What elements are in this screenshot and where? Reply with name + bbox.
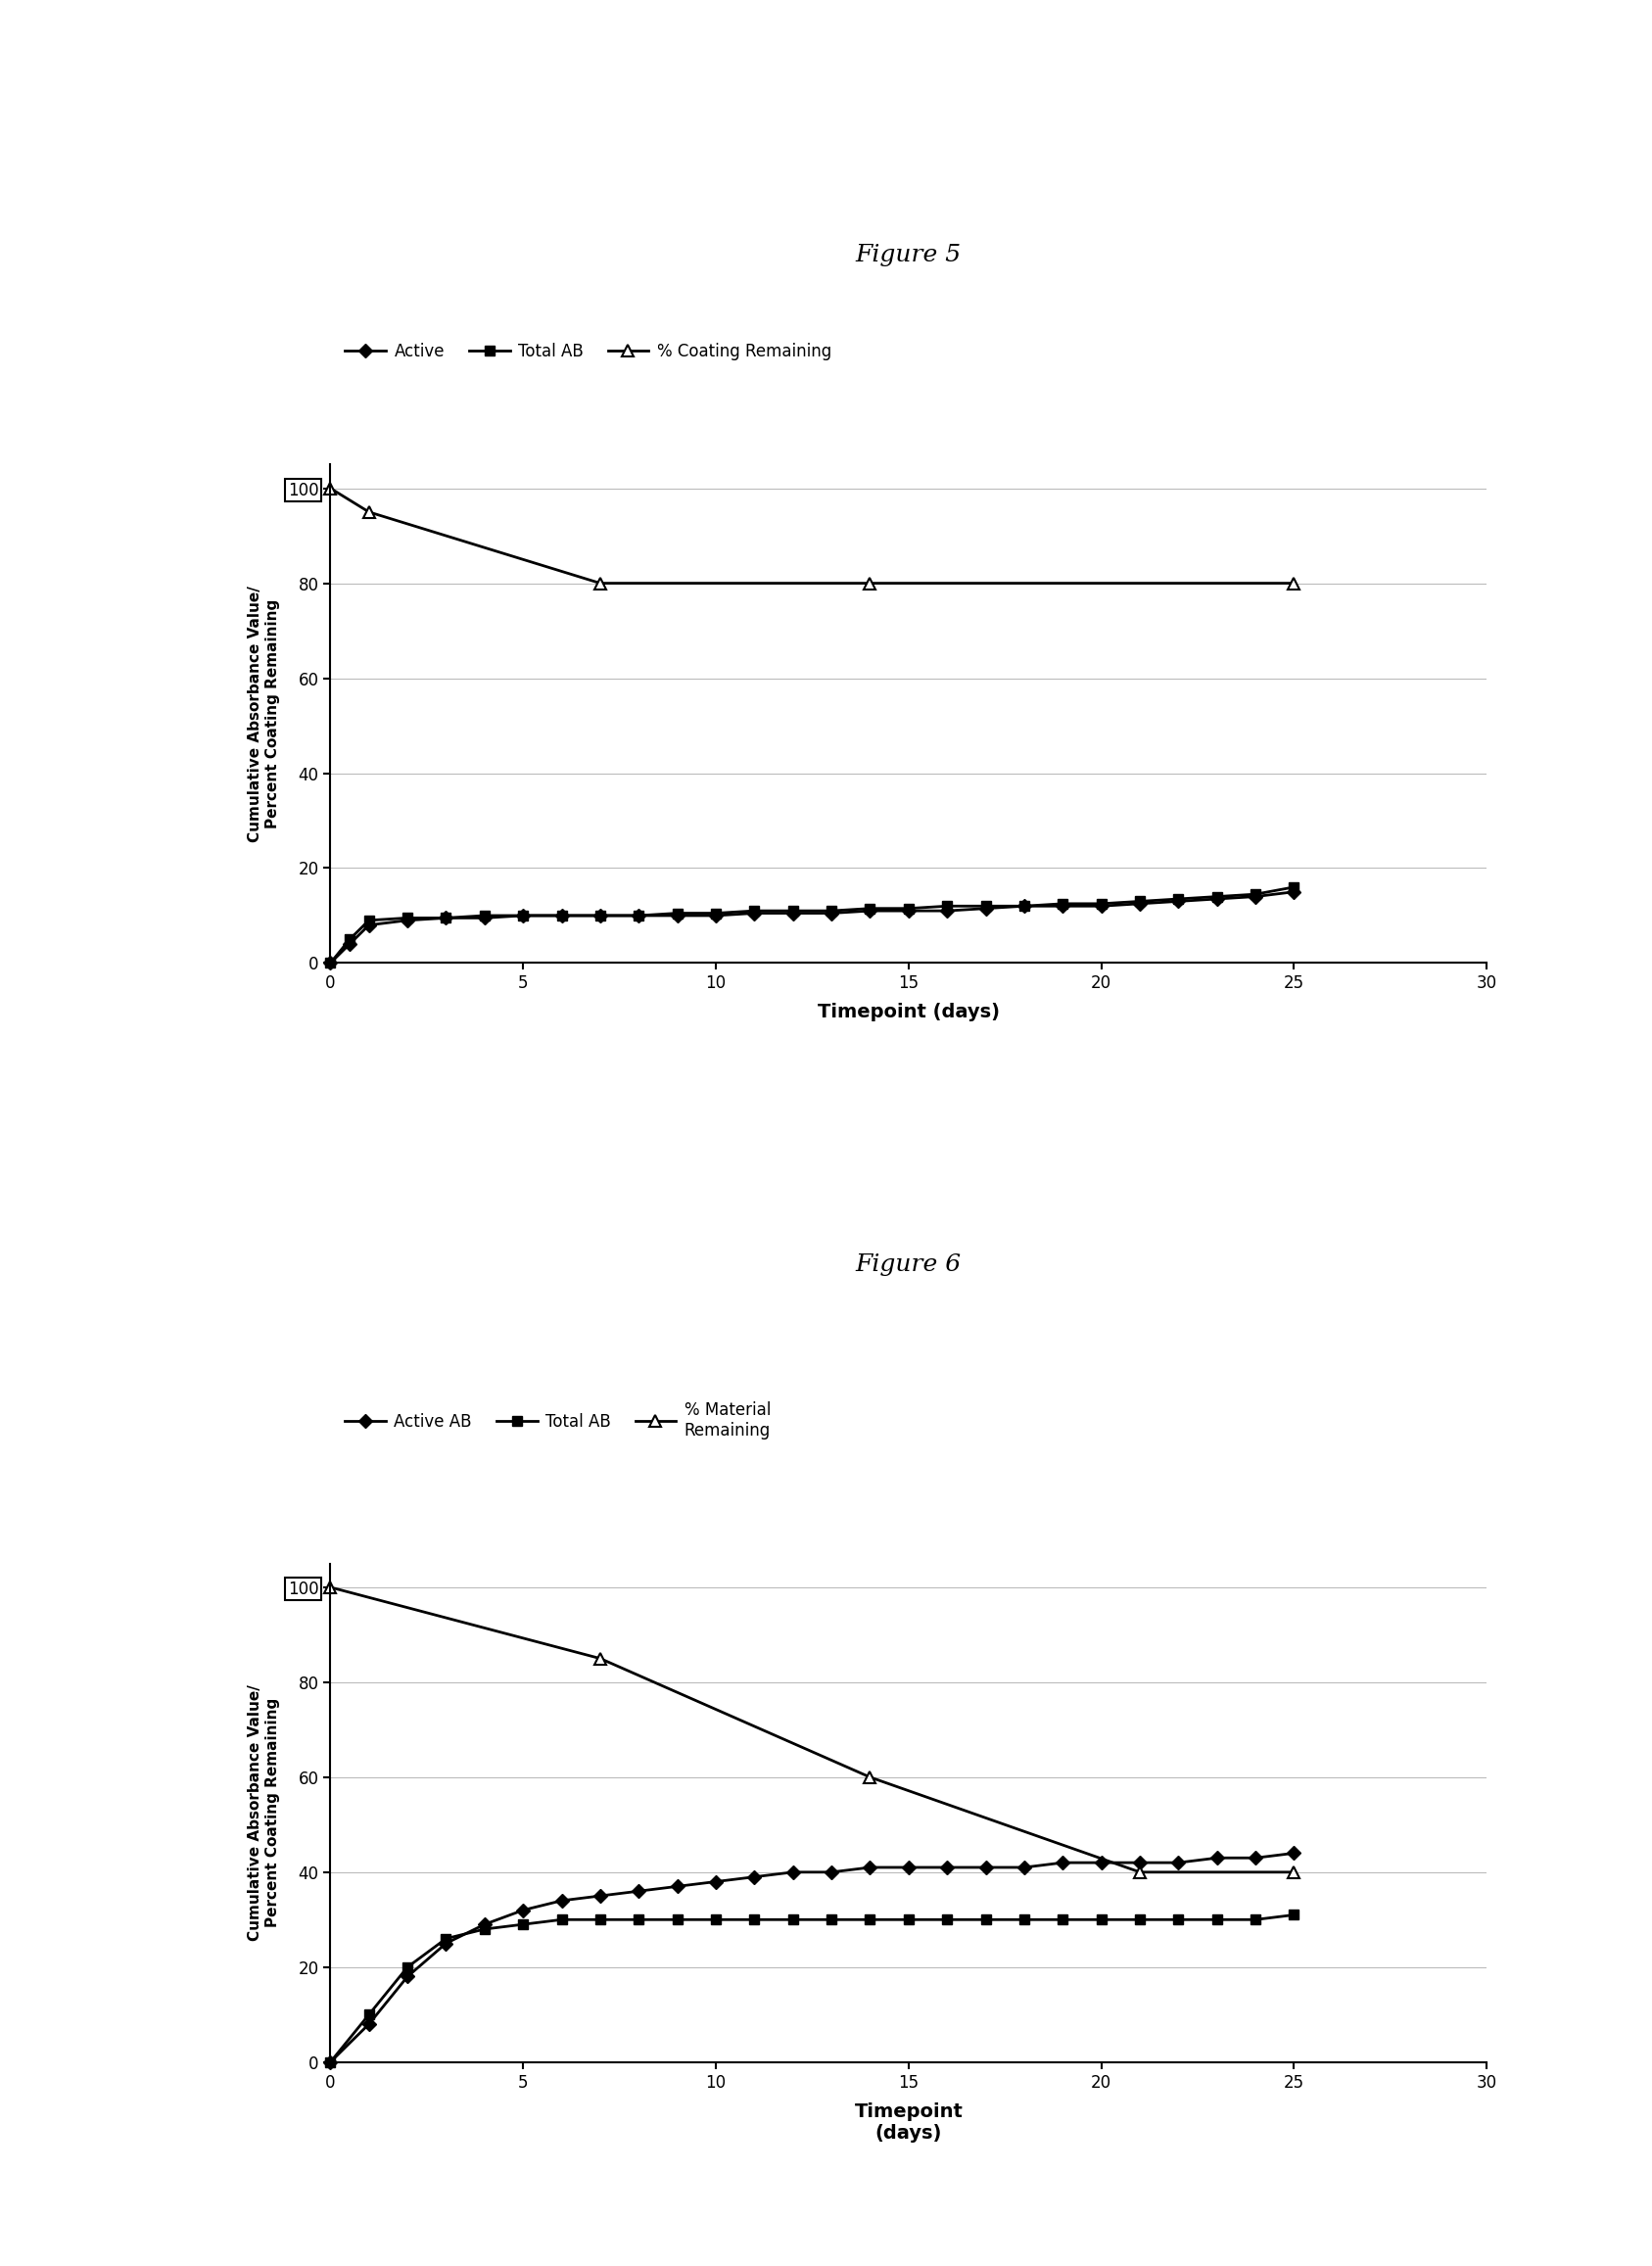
Legend: Active AB, Total AB, % Material
Remaining: Active AB, Total AB, % Material Remainin…: [339, 1394, 776, 1446]
Text: Figure 5: Figure 5: [856, 245, 961, 267]
Legend: Active, Total AB, % Coating Remaining: Active, Total AB, % Coating Remaining: [339, 335, 838, 367]
X-axis label: Timepoint (days): Timepoint (days): [818, 1004, 999, 1022]
Y-axis label: Cumulative Absorbance Value/
Percent Coating Remaining: Cumulative Absorbance Value/ Percent Coa…: [248, 1684, 279, 1942]
X-axis label: Timepoint
(days): Timepoint (days): [854, 2103, 963, 2141]
Text: Figure 6: Figure 6: [856, 1253, 961, 1276]
Y-axis label: Cumulative Absorbance Value/
Percent Coating Remaining: Cumulative Absorbance Value/ Percent Coa…: [248, 585, 279, 843]
